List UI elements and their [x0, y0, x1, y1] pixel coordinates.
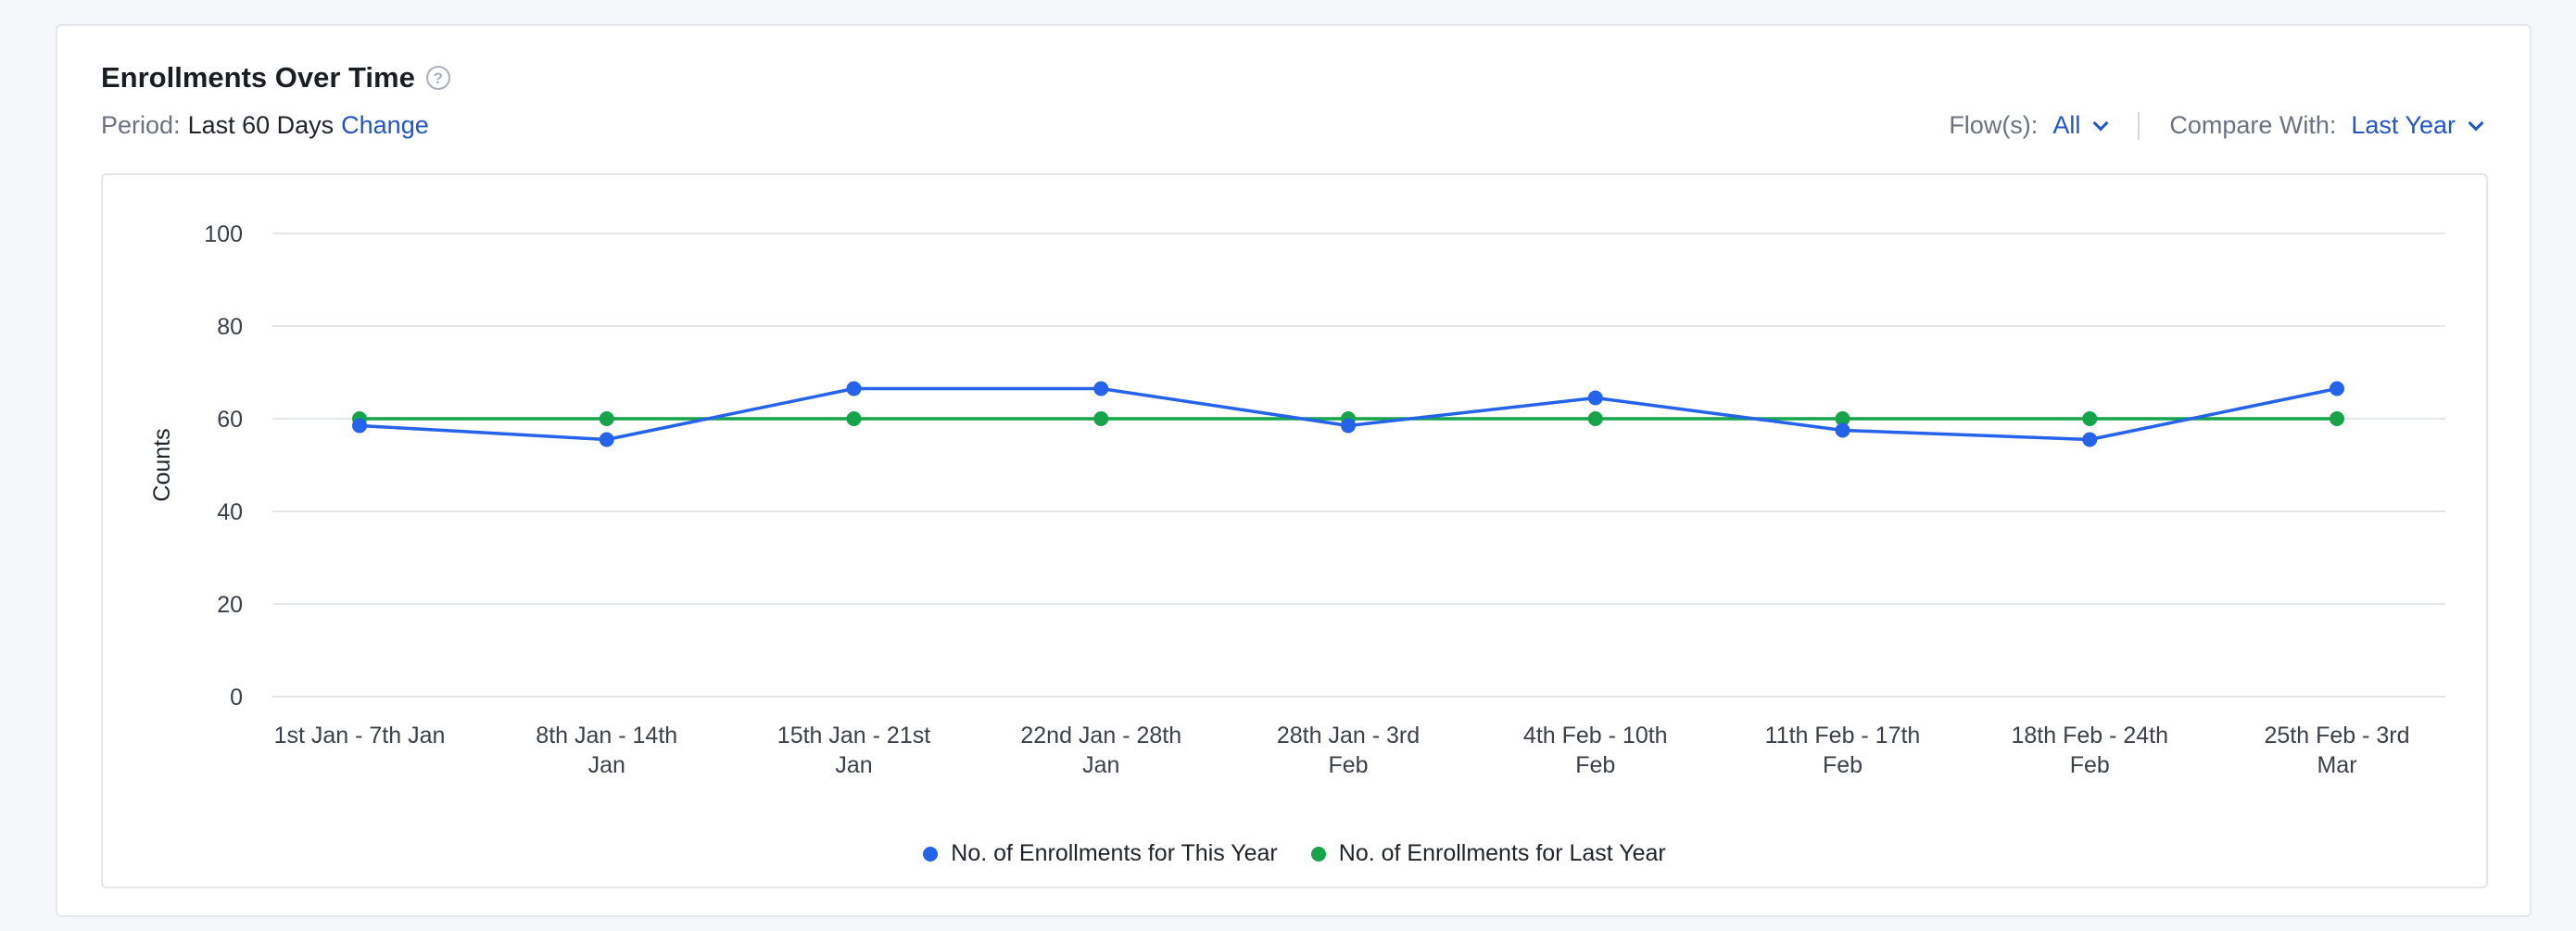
x-tick-label: 28th Jan - 3rd: [1277, 723, 1420, 749]
data-point-last-year: [599, 411, 614, 426]
flows-label: Flow(s):: [1949, 111, 2039, 139]
x-tick-label: 4th Feb - 10th: [1523, 723, 1668, 749]
data-point-this-year: [352, 418, 367, 434]
legend-dot-icon: [1310, 846, 1326, 862]
legend-label: No. of Enrollments for Last Year: [1338, 840, 1666, 866]
period-label: Period:: [101, 111, 181, 139]
chart-title: Enrollments Over Time: [101, 61, 415, 94]
legend-dot-icon: [923, 846, 939, 862]
y-tick-label: 40: [217, 499, 243, 525]
x-tick-label: Feb: [1575, 752, 1615, 778]
data-point-this-year: [1093, 381, 1109, 396]
x-tick-label: Jan: [1082, 752, 1119, 778]
legend-label: No. of Enrollments for This Year: [951, 840, 1278, 866]
x-tick-label: Feb: [2070, 752, 2110, 778]
flows-value: All: [2052, 111, 2081, 139]
x-tick-label: Feb: [1823, 752, 1863, 778]
data-point-last-year: [2330, 411, 2344, 426]
x-tick-label: 15th Jan - 21st: [777, 723, 930, 749]
flows-dropdown[interactable]: All: [2052, 111, 2109, 140]
x-tick-label: Jan: [835, 752, 872, 778]
filter-controls: Flow(s): All Compare With: Last Year: [1949, 111, 2484, 140]
compare-label: Compare With:: [2169, 111, 2337, 139]
line-chart: 0 20 40 60 80 100 Counts 1st Jan - 7th Jan 8th J…: [149, 221, 2445, 778]
legend-item[interactable]: No. of Enrollments for Last Year: [1310, 840, 1666, 867]
data-point-last-year: [1835, 411, 1850, 426]
y-tick-label: 100: [204, 221, 243, 247]
y-tick-label: 80: [217, 314, 243, 340]
enrollments-card: Enrollments Over Time ? Period: Last 60 …: [56, 24, 2532, 917]
chevron-down-icon: [2092, 115, 2109, 131]
data-point-last-year: [2082, 411, 2098, 426]
period-value: Last 60 Days: [187, 111, 335, 139]
data-point-this-year: [1587, 390, 1603, 406]
period-row: Period: Last 60 Days Change: [101, 111, 429, 140]
y-tick-label: 0: [230, 685, 243, 711]
y-tick-label: 20: [217, 592, 243, 618]
data-point-this-year: [846, 381, 862, 396]
data-point-this-year: [2330, 381, 2344, 396]
x-tick-label: Jan: [588, 752, 625, 778]
data-point-this-year: [1341, 418, 1356, 434]
data-point-last-year: [1587, 411, 1603, 426]
chevron-down-icon: [2468, 115, 2484, 131]
x-tick-label: 11th Feb - 17th: [1765, 723, 1921, 749]
divider: [2138, 111, 2140, 140]
x-tick-label: 25th Feb - 3rd: [2264, 723, 2409, 749]
x-tick-label: 18th Feb - 24th: [2011, 723, 2168, 749]
data-point-this-year: [2082, 432, 2098, 447]
change-period-link[interactable]: Change: [341, 111, 429, 139]
x-tick-label: Feb: [1328, 752, 1368, 778]
x-tick-label: 1st Jan - 7th Jan: [274, 723, 446, 749]
x-tick-label: Mar: [2317, 752, 2356, 778]
y-tick-label: 60: [217, 407, 243, 433]
data-point-last-year: [1093, 411, 1109, 426]
help-icon[interactable]: ?: [425, 66, 450, 90]
legend-item[interactable]: No. of Enrollments for This Year: [923, 840, 1278, 867]
x-tick-label: 8th Jan - 14th: [536, 723, 677, 749]
chart-legend: No. of Enrollments for This Year No. of E…: [103, 840, 2486, 867]
x-tick-label: 22nd Jan - 28th: [1020, 723, 1181, 749]
data-point-last-year: [846, 411, 862, 426]
y-axis-label: Counts: [149, 428, 175, 501]
compare-dropdown[interactable]: Last Year: [2351, 111, 2484, 140]
data-point-this-year: [1835, 422, 1850, 438]
data-point-this-year: [599, 432, 614, 447]
title-row: Enrollments Over Time ?: [101, 61, 450, 94]
compare-value: Last Year: [2351, 111, 2456, 139]
chart-area: 0 20 40 60 80 100 Counts 1st Jan - 7th Jan 8th J…: [101, 173, 2488, 888]
